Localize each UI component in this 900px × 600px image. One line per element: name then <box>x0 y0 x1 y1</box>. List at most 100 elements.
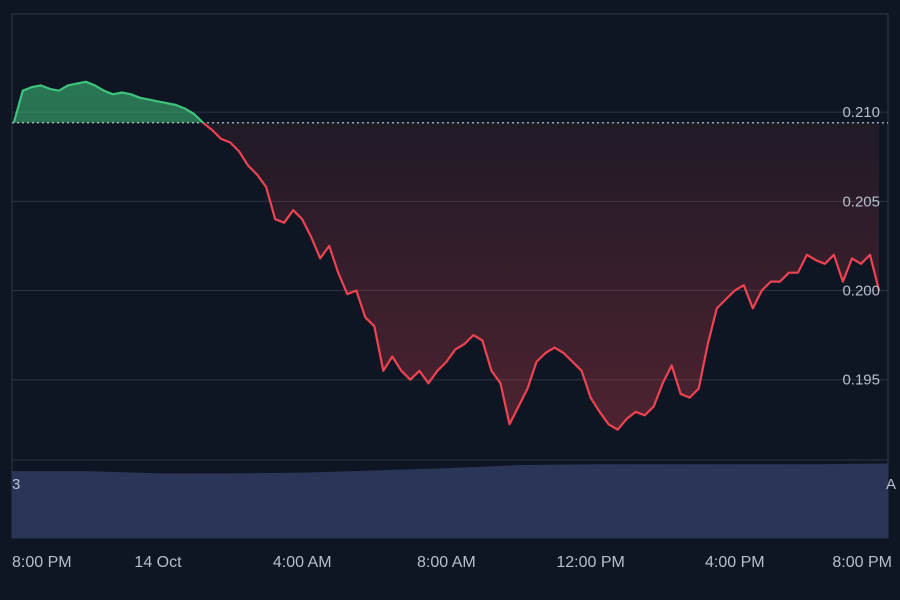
volume-bar <box>617 464 622 538</box>
volume-bar <box>27 471 33 538</box>
volume-bar <box>103 471 108 538</box>
volume-bar <box>115 472 120 538</box>
volume-bar <box>394 469 399 538</box>
volume-bar <box>450 467 455 538</box>
volume-bar <box>493 466 499 538</box>
volume-bar <box>824 464 829 538</box>
volume-bar <box>489 466 495 538</box>
volume-bar <box>67 471 73 538</box>
volume-bar <box>800 464 805 538</box>
volume-bar <box>242 473 248 538</box>
volume-bar <box>732 464 738 538</box>
volume-bar <box>71 471 77 538</box>
volume-bar <box>215 473 220 538</box>
volume-bar <box>581 464 586 538</box>
volume-bar <box>167 473 172 538</box>
volume-bar <box>525 464 531 538</box>
volume-bar <box>274 472 280 538</box>
volume-bar <box>676 464 682 538</box>
volume-bar <box>856 463 861 538</box>
volume-bar <box>661 464 666 538</box>
volume-bar <box>700 464 706 538</box>
volume-bar <box>430 468 435 538</box>
volume-bar <box>688 464 694 538</box>
volume-bars <box>12 463 889 539</box>
volume-bar <box>593 464 598 538</box>
volume-bar <box>111 471 116 538</box>
volume-bar <box>680 464 686 538</box>
volume-bar <box>772 464 777 538</box>
volume-bar <box>796 464 801 538</box>
volume-bar <box>119 472 124 538</box>
volume-bar <box>545 464 550 538</box>
volume-bar <box>63 471 69 538</box>
volume-bar <box>808 464 813 538</box>
volume-bar <box>314 472 319 538</box>
volume-bar <box>131 472 136 538</box>
area-above-baseline <box>13 81 879 123</box>
volume-bar <box>880 463 885 538</box>
x-tick-label: 8:00 PM <box>12 554 72 571</box>
volume-bar <box>75 471 81 538</box>
volume-bar <box>362 470 367 538</box>
volume-bar <box>864 463 869 538</box>
volume-bar <box>585 464 590 538</box>
volume-bar <box>569 464 574 538</box>
volume-bar <box>410 469 415 538</box>
volume-bar <box>561 464 566 538</box>
volume-bar <box>59 471 65 538</box>
y-tick-label: 0.205 <box>842 193 880 210</box>
volume-bar <box>135 472 140 538</box>
price-line-down <box>13 122 881 431</box>
volume-bar <box>282 472 288 538</box>
y-tick-label: 0.195 <box>842 372 880 389</box>
volume-bar <box>577 464 582 538</box>
volume-bar <box>457 467 463 538</box>
volume-bar <box>187 473 192 538</box>
volume-bar <box>438 468 443 538</box>
x-tick-label: 4:00 PM <box>705 554 765 571</box>
volume-bar <box>446 468 451 538</box>
volume-bar <box>649 464 654 538</box>
volume-bar <box>712 464 718 538</box>
volume-bar <box>31 471 37 538</box>
volume-bar <box>485 466 491 538</box>
volume-bar <box>529 464 535 538</box>
volume-bar <box>696 464 702 538</box>
volume-bar <box>776 464 781 538</box>
volume-bar <box>231 473 236 538</box>
volume-bar <box>716 464 722 538</box>
volume-bar <box>374 470 379 538</box>
area-below-baseline <box>203 122 879 430</box>
volume-bar <box>91 471 97 538</box>
volume-bar <box>254 473 260 538</box>
volume-bar <box>246 473 252 538</box>
volume-bar <box>473 466 479 538</box>
volume-bar <box>294 472 300 538</box>
volume-bar <box>99 471 104 538</box>
volume-bar <box>876 463 881 538</box>
volume-bar <box>461 467 467 538</box>
volume-bar <box>760 464 765 538</box>
volume-bar <box>860 463 865 538</box>
volume-bar <box>736 464 742 538</box>
x-tick-label: 14 Oct <box>134 554 182 571</box>
volume-bar <box>653 464 658 538</box>
volume-bar <box>199 473 204 538</box>
x-tick-label: 4:00 AM <box>273 554 332 571</box>
volume-bar <box>720 464 726 538</box>
volume-bar <box>884 463 889 538</box>
volume-bar <box>302 472 308 538</box>
volume-bar <box>422 468 427 538</box>
volume-bar <box>684 464 690 538</box>
volume-bar <box>139 472 144 538</box>
volume-bar <box>633 464 638 538</box>
volume-right-label: A <box>886 476 896 493</box>
volume-bar <box>497 465 503 538</box>
volume-bar <box>175 473 180 538</box>
volume-bar <box>151 473 156 538</box>
volume-bar <box>442 468 447 538</box>
volume-bar <box>171 473 176 538</box>
volume-bar <box>708 464 714 538</box>
